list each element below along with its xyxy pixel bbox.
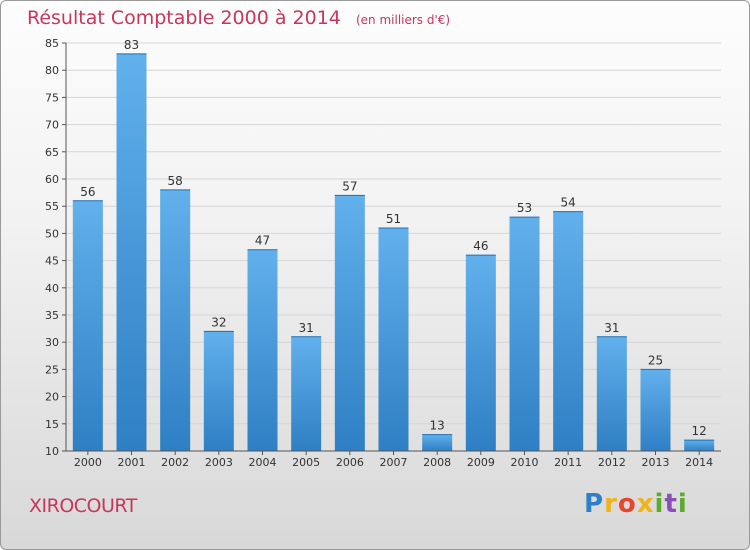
y-tick-label: 60 [45,173,59,186]
bar [378,227,409,451]
bar-value-label: 25 [648,353,663,367]
logo-letter: P [584,489,605,519]
x-tick-label: 2001 [118,456,146,469]
bar [596,336,627,451]
bar [422,434,453,451]
bar [553,211,584,451]
x-tick-label: 2012 [598,456,626,469]
bar [160,189,191,451]
x-tick-label: 2004 [249,456,277,469]
bar [116,53,147,451]
bar [509,217,540,451]
bar-value-label: 51 [386,212,401,226]
bar-value-label: 31 [604,321,619,335]
bar-value-label: 32 [211,315,226,329]
chart-title: Résultat Comptable 2000 à 2014 [27,7,341,29]
x-tick-label: 2005 [292,456,320,469]
x-tick-label: 2013 [642,456,670,469]
logo-letter: i [677,489,688,519]
y-tick-label: 20 [45,391,59,404]
bar [640,369,671,451]
bar-value-label: 13 [430,419,445,433]
x-tick-label: 2002 [161,456,189,469]
bar-value-label: 83 [124,38,139,52]
bar [203,331,234,451]
y-tick-label: 50 [45,227,59,240]
bar-value-label: 53 [517,201,532,215]
y-tick-label: 75 [45,91,59,104]
y-tick-label: 35 [45,309,59,322]
x-tick-label: 2010 [511,456,539,469]
commune-name: XIROCOURT [29,495,137,517]
y-tick-label: 65 [45,146,59,159]
y-tick-label: 70 [45,119,59,132]
axis-layer: 10 15 20 25 30 35 40 45 50 55 60 65 70 75 80 85 2000 2001… [45,37,721,469]
bar-value-label: 58 [168,174,183,188]
bar-value-label: 12 [692,424,707,438]
bar-value-label: 47 [255,234,270,248]
bars-layer: 56 83 58 32 47 31 57 51 13 46 53 54 31 25 12 [72,38,715,451]
x-tick-label: 2006 [336,456,364,469]
proxiti-logo[interactable]: Proxiti [584,489,688,519]
bar-value-label: 46 [473,239,488,253]
y-tick-label: 10 [45,445,59,458]
bar [247,249,278,451]
y-tick-label: 15 [45,418,59,431]
y-tick-label: 55 [45,200,59,213]
x-tick-label: 2000 [74,456,102,469]
bar-value-label: 57 [342,179,357,193]
logo-letter: r [604,489,618,519]
bar [684,440,715,451]
logo-letter: i [654,489,665,519]
bar [465,255,496,451]
chart-subtitle: (en milliers d'€) [355,13,451,27]
x-tick-label: 2009 [467,456,495,469]
bar-value-label: 54 [561,196,576,210]
x-tick-label: 2011 [554,456,582,469]
y-tick-label: 25 [45,363,59,376]
logo-letter: o [617,489,637,519]
bar [72,200,103,451]
y-tick-label: 45 [45,255,59,268]
x-tick-label: 2003 [205,456,233,469]
y-tick-label: 80 [45,64,59,77]
bar-value-label: 31 [299,321,314,335]
logo-letter: x [636,489,655,519]
bar-value-label: 56 [80,185,95,199]
x-tick-label: 2014 [685,456,713,469]
logo-letter: t [664,489,678,519]
bar [291,336,322,451]
y-tick-label: 85 [45,37,59,50]
title-row: Résultat Comptable 2000 à 2014 (en milli… [27,7,450,29]
y-tick-label: 30 [45,336,59,349]
bar [334,195,365,451]
x-tick-label: 2007 [380,456,408,469]
y-tick-label: 40 [45,282,59,295]
x-tick-label: 2008 [423,456,451,469]
